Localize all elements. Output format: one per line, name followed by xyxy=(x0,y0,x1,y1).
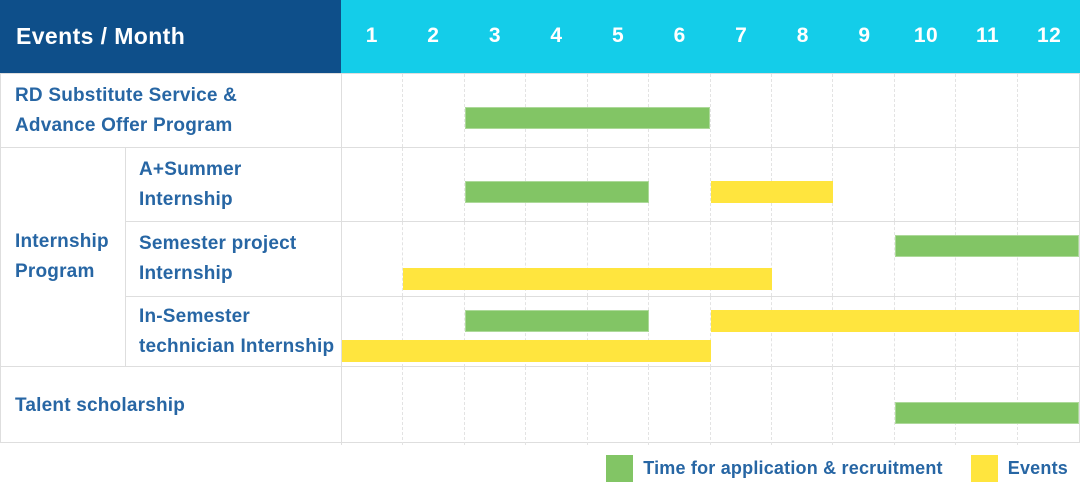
month-gridline-column xyxy=(1018,148,1079,221)
gantt-bar-event xyxy=(403,267,772,290)
month-gridline-column xyxy=(711,367,772,445)
month-gridline-column xyxy=(1018,297,1079,367)
table-row-talent-scholarship: Talent scholarship xyxy=(1,366,1079,445)
month-gridline-column xyxy=(833,222,895,296)
chart-legend: Time for application & recruitment Event… xyxy=(0,443,1080,494)
gantt-bar-event xyxy=(342,340,711,363)
month-gridline-column xyxy=(342,222,404,296)
table-header-row: Events / Month 1 2 3 4 5 6 7 8 9 10 11 12 xyxy=(0,0,1080,73)
month-label-1: 1 xyxy=(365,24,378,47)
table-title: Events / Month xyxy=(16,22,186,49)
month-label-12: 12 xyxy=(1036,24,1062,47)
month-gridline-column xyxy=(649,367,711,445)
month-gridline-column xyxy=(895,222,957,296)
month-gridline-column xyxy=(711,297,772,367)
legend-label-application: Time for application & recruitment xyxy=(643,458,943,478)
gantt-bar-application xyxy=(894,402,1079,425)
month-gridline-column xyxy=(649,148,711,221)
month-label-10: 10 xyxy=(913,24,939,47)
row-label-semester-project: Semester project Internship xyxy=(125,222,341,296)
month-gridline-column xyxy=(956,74,1018,147)
month-label-8: 8 xyxy=(796,24,809,47)
table-row-a-summer: A+Summer Internship xyxy=(125,148,1079,221)
table-row-rd-substitute: RD Substitute Service & Advance Offer Pr… xyxy=(1,73,1079,147)
month-gridline-column xyxy=(403,367,465,445)
internship-program-group: Internship Program A+Summer Internship S… xyxy=(1,147,1079,367)
month-gridline-column xyxy=(772,297,834,367)
chart-cell-a-summer xyxy=(341,148,1079,221)
month-label-5: 5 xyxy=(612,24,625,47)
gantt-bar-event xyxy=(710,180,834,203)
chart-cell-in-semester-technician xyxy=(341,297,1079,367)
month-gridline-column xyxy=(342,367,404,445)
month-gridline-column xyxy=(526,367,588,445)
legend-item-events: Events xyxy=(970,455,1068,482)
month-gridline-column xyxy=(588,367,650,445)
month-gridline-column xyxy=(1018,222,1079,296)
month-gridline-column xyxy=(895,74,957,147)
row-label-a-summer: A+Summer Internship xyxy=(125,148,341,221)
legend-item-application: Time for application & recruitment xyxy=(606,455,943,482)
application-green-swatch xyxy=(606,455,634,482)
gantt-bar-application xyxy=(464,309,650,332)
month-gridline-column xyxy=(895,297,957,367)
month-gridline-column xyxy=(833,297,895,367)
chart-cell-rd-substitute xyxy=(341,74,1079,147)
month-gridline-column xyxy=(833,74,895,147)
month-gridlines xyxy=(342,74,1079,147)
month-gridline-column xyxy=(711,74,772,147)
month-gridline-column xyxy=(403,74,465,147)
events-month-header-cell: Events / Month xyxy=(0,0,341,73)
gantt-bar-application xyxy=(464,106,711,129)
month-gridline-column xyxy=(342,74,404,147)
month-gridline-column xyxy=(1018,74,1079,147)
row-label-in-semester-technician: In-Semester technician Internship xyxy=(125,297,341,367)
row-label-rd-substitute: RD Substitute Service & Advance Offer Pr… xyxy=(15,84,238,136)
month-gridline-column xyxy=(772,74,834,147)
month-label-11: 11 xyxy=(975,24,1000,47)
gantt-bar-application xyxy=(464,180,650,203)
gantt-bar-event xyxy=(710,309,1079,332)
month-gridline-column xyxy=(772,367,834,445)
month-label-2: 2 xyxy=(427,24,440,47)
month-gridline-column xyxy=(833,367,895,445)
month-label-4: 4 xyxy=(550,24,563,47)
month-label-9: 9 xyxy=(858,24,871,47)
month-label-7: 7 xyxy=(735,24,748,47)
table-row-in-semester-technician: In-Semester technician Internship xyxy=(125,296,1079,367)
month-header-row: 1 2 3 4 5 6 7 8 9 10 11 12 xyxy=(341,0,1080,73)
month-label-6: 6 xyxy=(673,24,686,47)
chart-cell-semester-project xyxy=(341,222,1079,296)
month-gridline-column xyxy=(956,222,1018,296)
legend-label-events: Events xyxy=(1007,458,1068,478)
month-gridline-column xyxy=(342,148,404,221)
month-gridline-column xyxy=(833,148,895,221)
group-label-internship-program: Internship Program xyxy=(15,231,109,282)
gantt-bar-application xyxy=(894,235,1079,258)
chart-cell-talent-scholarship xyxy=(341,367,1079,445)
internship-subrows: A+Summer Internship Semester project Int… xyxy=(125,148,1079,367)
month-label-3: 3 xyxy=(488,24,502,47)
events-month-table: Events / Month 1 2 3 4 5 6 7 8 9 10 11 12 RD Substi… xyxy=(0,0,1080,445)
month-gridline-column xyxy=(465,367,527,445)
month-gridline-column xyxy=(403,148,465,221)
event-yellow-swatch xyxy=(970,455,998,482)
row-label-talent-scholarship: Talent scholarship xyxy=(15,395,186,416)
table-row-semester-project: Semester project Internship xyxy=(125,221,1079,296)
month-gridline-column xyxy=(956,297,1018,367)
month-gridline-column xyxy=(895,148,957,221)
month-gridline-column xyxy=(772,222,834,296)
month-gridline-column xyxy=(956,148,1018,221)
